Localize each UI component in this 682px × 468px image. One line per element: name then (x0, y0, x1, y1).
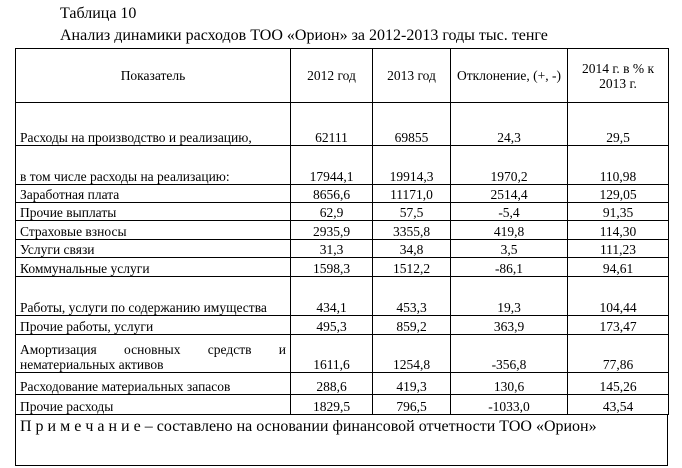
column-header: 2013 год (372, 48, 451, 103)
cell-value: 77,86 (567, 334, 669, 373)
cell-value: 173,47 (567, 315, 669, 335)
row-label: Заработная плата (15, 184, 291, 203)
cell-value: 104,44 (567, 276, 669, 316)
cell-value: 91,35 (567, 202, 669, 221)
cell-value: 130,6 (450, 372, 568, 395)
row-label: Прочие выплаты (15, 202, 291, 221)
cell-value: 34,8 (372, 239, 451, 258)
cell-value: 1254,8 (372, 334, 451, 373)
cell-value: 1829,5 (290, 394, 373, 415)
cell-value: 1512,2 (372, 257, 451, 277)
cell-value: 8656,6 (290, 184, 373, 203)
row-label: Прочие расходы (15, 394, 291, 415)
cell-value: 17944,1 (290, 145, 373, 185)
cell-value: 2514,4 (450, 184, 568, 203)
cell-value: 1611,6 (290, 334, 373, 373)
table-number: Таблица 10 (60, 5, 137, 22)
cell-value: 31,3 (290, 239, 373, 258)
table-row: Прочие расходы 1829,5 796,5 -1033,0 43,54 (15, 394, 669, 415)
data-table: Показатель 2012 год 2013 год Отклонение, (+… (15, 48, 669, 415)
table-row: Расходование материальных запасов 288,6 41… (15, 372, 669, 395)
cell-value: 129,05 (567, 184, 669, 203)
cell-value: -1033,0 (450, 394, 568, 415)
cell-value: 453,3 (372, 276, 451, 316)
row-label: в том числе расходы на реализацию: (15, 145, 291, 185)
column-header: Отклонение, (+, -) (450, 48, 568, 103)
cell-value: 19914,3 (372, 145, 451, 185)
cell-value: 62111 (290, 102, 373, 146)
table-row: Прочие выплаты 62,9 57,5 -5,4 91,35 (15, 202, 669, 221)
row-label: Страховые взносы (15, 220, 291, 240)
cell-value: 11171,0 (372, 184, 451, 203)
column-header: 2012 год (290, 48, 373, 103)
table-row: Амортизация основных средств и нематериа… (15, 334, 669, 373)
table-row: в том числе расходы на реализацию: 17944,… (15, 145, 669, 185)
table-row: Страховые взносы 2935,9 3355,8 419,8 114,30 (15, 220, 669, 240)
row-label: Коммунальные услуги (15, 257, 291, 277)
table-row: Коммунальные услуги 1598,3 1512,2 -86,1 94,6… (15, 257, 669, 277)
cell-value: -86,1 (450, 257, 568, 277)
cell-value: 419,3 (372, 372, 451, 395)
cell-value: 114,30 (567, 220, 669, 240)
cell-value: 24,3 (450, 102, 568, 146)
row-label: Прочие работы, услуги (15, 315, 291, 335)
cell-value: -356,8 (450, 334, 568, 373)
cell-value: 57,5 (372, 202, 451, 221)
cell-value: 796,5 (372, 394, 451, 415)
row-label: Амортизация основных средств и нематериа… (15, 334, 291, 373)
cell-value: 62,9 (290, 202, 373, 221)
cell-value: 110,98 (567, 145, 669, 185)
cell-value: 3355,8 (372, 220, 451, 240)
cell-value: 2935,9 (290, 220, 373, 240)
row-label: Расходы на производство и реализацию, (15, 102, 291, 146)
cell-value: 434,1 (290, 276, 373, 316)
cell-value: 1598,3 (290, 257, 373, 277)
table-title: Анализ динамики расходов ТОО «Орион» за … (60, 27, 548, 44)
table-row: Работы, услуги по содержанию имущества 43… (15, 276, 669, 316)
column-header: Показатель (15, 48, 291, 103)
header-row: Показатель 2012 год 2013 год Отклонение, (+… (15, 48, 669, 103)
table-row: Расходы на производство и реализацию, 621… (15, 102, 669, 146)
cell-value: 29,5 (567, 102, 669, 146)
cell-value: 363,9 (450, 315, 568, 335)
table-note: П р и м е ч а н и е – составлено на осно… (15, 414, 668, 466)
cell-value: 495,3 (290, 315, 373, 335)
table-row: Заработная плата 8656,6 11171,0 2514,4 129,0… (15, 184, 669, 203)
cell-value: 3,5 (450, 239, 568, 258)
cell-value: 69855 (372, 102, 451, 146)
column-header: 2014 г. в % к 2013 г. (567, 48, 669, 103)
row-label: Работы, услуги по содержанию имущества (15, 276, 291, 316)
table-row: Услуги связи 31,3 34,8 3,5 111,23 (15, 239, 669, 258)
row-label: Расходование материальных запасов (15, 372, 291, 395)
cell-value: 288,6 (290, 372, 373, 395)
cell-value: 94,61 (567, 257, 669, 277)
cell-value: 19,3 (450, 276, 568, 316)
table-row: Прочие работы, услуги 495,3 859,2 363,9 173,… (15, 315, 669, 335)
cell-value: 1970,2 (450, 145, 568, 185)
cell-value: -5,4 (450, 202, 568, 221)
cell-value: 419,8 (450, 220, 568, 240)
cell-value: 859,2 (372, 315, 451, 335)
row-label: Услуги связи (15, 239, 291, 258)
cell-value: 145,26 (567, 372, 669, 395)
cell-value: 43,54 (567, 394, 669, 415)
cell-value: 111,23 (567, 239, 669, 258)
